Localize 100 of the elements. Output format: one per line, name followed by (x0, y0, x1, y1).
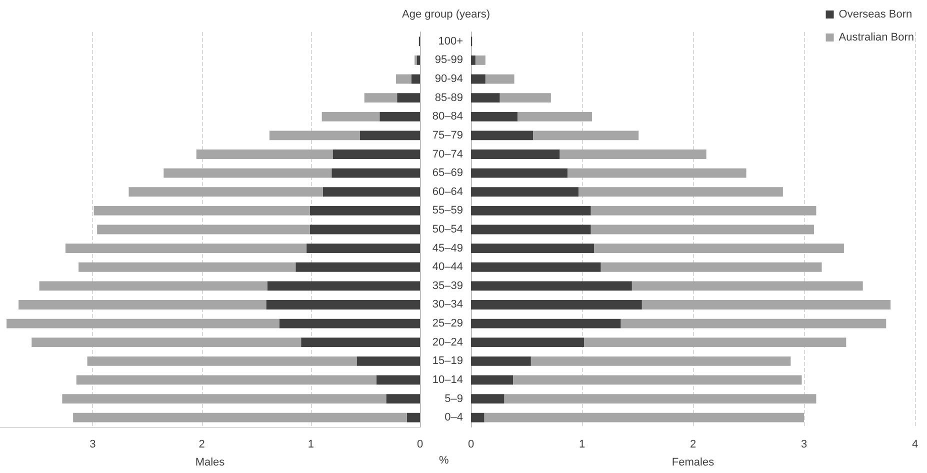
bar (471, 130, 534, 140)
bar (397, 93, 420, 103)
bar (485, 74, 514, 84)
bar (471, 262, 601, 272)
x-tick-label: 0 (416, 438, 424, 450)
y-tick-label: 10–14 (432, 374, 463, 386)
legend-label: Overseas Born (838, 8, 912, 20)
bar (416, 56, 420, 65)
y-tick-label: 70–74 (432, 148, 463, 160)
bar (471, 206, 591, 216)
bar (471, 224, 591, 234)
bar (269, 130, 360, 140)
y-tick-label: 25–29 (432, 318, 463, 330)
bar (471, 318, 621, 328)
bar (594, 244, 844, 254)
x-tick-label: 4 (912, 438, 918, 450)
bar (471, 187, 579, 197)
bar (530, 356, 791, 366)
y-tick-label: 45–49 (432, 242, 463, 254)
bar (406, 412, 420, 422)
bar (376, 375, 420, 385)
text: % (439, 454, 449, 466)
x-tick-label: 3 (90, 438, 96, 450)
y-tick-label: 30–34 (432, 298, 463, 311)
bar (475, 56, 486, 65)
bar (642, 300, 891, 310)
bar (471, 168, 568, 178)
y-tick-label: 35–39 (432, 280, 463, 292)
y-tick-label: 40–44 (432, 261, 463, 274)
bar (600, 262, 822, 272)
bar (632, 281, 863, 291)
x-tick-label: 0 (468, 438, 474, 450)
bar (310, 224, 420, 234)
y-tick-label: 0–4 (444, 412, 463, 424)
y-tick-label: 65–69 (432, 167, 463, 180)
bar (500, 93, 551, 103)
bar (471, 150, 560, 159)
y-tick-label: 50–54 (432, 224, 463, 236)
bar (560, 150, 706, 159)
bar (266, 300, 420, 310)
bar (471, 356, 531, 366)
bar (87, 356, 357, 366)
bar (518, 112, 592, 122)
bar (97, 224, 310, 234)
bar (471, 74, 486, 84)
bar (62, 394, 386, 404)
bar (471, 338, 584, 348)
bar (471, 244, 594, 254)
bar (322, 112, 380, 122)
x-tick-label: 1 (308, 438, 314, 450)
y-tick-label: 100+ (438, 35, 463, 48)
bar (471, 281, 632, 291)
bar (18, 300, 266, 310)
bar (533, 130, 639, 140)
bar (504, 394, 816, 404)
bar (360, 130, 420, 140)
bar (471, 300, 642, 310)
bar (164, 168, 332, 178)
bar (471, 112, 518, 122)
bar (301, 338, 420, 348)
y-tick-label: 60–64 (432, 186, 463, 198)
x-tick-label: 1 (578, 438, 586, 450)
y-tick-label: 5–9 (444, 392, 463, 405)
bar (513, 375, 802, 385)
bar (386, 394, 420, 404)
bar (296, 262, 420, 272)
bar (6, 318, 280, 328)
bar (364, 93, 398, 103)
bar (620, 318, 886, 328)
bar (471, 412, 484, 422)
bar (310, 206, 420, 216)
x-tick-label: 3 (800, 438, 808, 450)
x-tick-label: 2 (690, 438, 696, 450)
x-axis-title: Females (672, 456, 715, 468)
bar (356, 356, 420, 366)
bar (380, 112, 420, 122)
bar (584, 338, 846, 348)
bar (471, 375, 514, 385)
y-tick-label: 20–24 (432, 336, 463, 348)
y-tick-label: 95-99 (434, 54, 463, 66)
bar (32, 338, 302, 348)
y-tick-label: 85-89 (434, 92, 463, 104)
bar (306, 244, 420, 254)
bar (78, 262, 296, 272)
bar (76, 375, 376, 385)
legend-label: Australian Born (838, 32, 914, 44)
bar (39, 281, 268, 291)
bar (471, 394, 504, 404)
bar (279, 318, 420, 328)
bar (396, 74, 412, 84)
y-tick-label: 75–79 (432, 129, 463, 142)
bar (73, 412, 407, 422)
bar (332, 168, 420, 178)
y-tick-label: 90-94 (434, 73, 463, 86)
bar (128, 187, 323, 197)
x-axis-title: Males (195, 456, 226, 468)
bar (590, 206, 816, 216)
bar (568, 168, 746, 178)
bar (65, 244, 307, 254)
bar (578, 187, 783, 197)
